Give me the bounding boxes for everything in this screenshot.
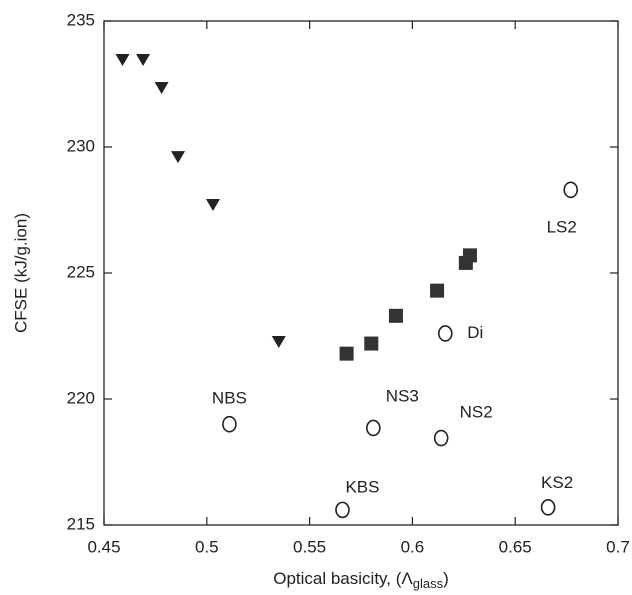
circle-marker bbox=[437, 325, 453, 342]
triangle-marker bbox=[136, 54, 151, 67]
x-axis-label-suffix: ) bbox=[443, 569, 449, 588]
triangle-marker bbox=[271, 336, 286, 349]
point-label: KBS bbox=[345, 477, 379, 496]
square-marker bbox=[339, 346, 354, 361]
plot-frame bbox=[103, 20, 619, 526]
circle-marker bbox=[335, 501, 350, 519]
y-axis-label: CFSE (kJ/g.ion) bbox=[11, 213, 30, 333]
x-axis-label-text: Optical basicity, (Λ bbox=[273, 569, 413, 588]
point-label: LS2 bbox=[547, 217, 577, 236]
y-tick-label: 215 bbox=[67, 514, 95, 533]
point-label: NS3 bbox=[386, 386, 419, 405]
y-tick-label: 220 bbox=[67, 388, 95, 407]
point-label: Di bbox=[467, 323, 483, 342]
triangle-marker bbox=[154, 82, 169, 95]
x-tick-label: 0.5 bbox=[195, 537, 219, 556]
circle-marker bbox=[540, 499, 556, 516]
x-tick-label: 0.45 bbox=[87, 537, 120, 556]
point-label: NBS bbox=[212, 389, 247, 408]
y-tick-label: 235 bbox=[67, 10, 95, 29]
square-marker bbox=[462, 248, 477, 263]
circle-marker bbox=[366, 419, 381, 437]
point-label: KS2 bbox=[541, 473, 573, 492]
circle-marker bbox=[222, 415, 237, 433]
triangle-marker bbox=[171, 151, 186, 164]
y-tick-label: 225 bbox=[67, 262, 95, 281]
x-tick-label: 0.55 bbox=[293, 537, 326, 556]
x-tick-label: 0.65 bbox=[499, 537, 532, 556]
square-marker bbox=[364, 336, 379, 351]
circle-marker bbox=[433, 429, 449, 447]
point-label: NS2 bbox=[460, 403, 493, 422]
y-tick-label: 230 bbox=[67, 136, 95, 155]
triangle-marker bbox=[115, 54, 130, 67]
square-marker bbox=[430, 283, 445, 298]
x-tick-label: 0.7 bbox=[606, 537, 630, 556]
x-axis-label-subscript: glass bbox=[413, 576, 444, 591]
circle-marker bbox=[563, 181, 579, 199]
square-marker bbox=[388, 308, 403, 323]
x-tick-label: 0.6 bbox=[401, 537, 425, 556]
triangle-marker bbox=[205, 198, 220, 211]
x-axis-label: Optical basicity, (Λglass) bbox=[273, 569, 449, 591]
